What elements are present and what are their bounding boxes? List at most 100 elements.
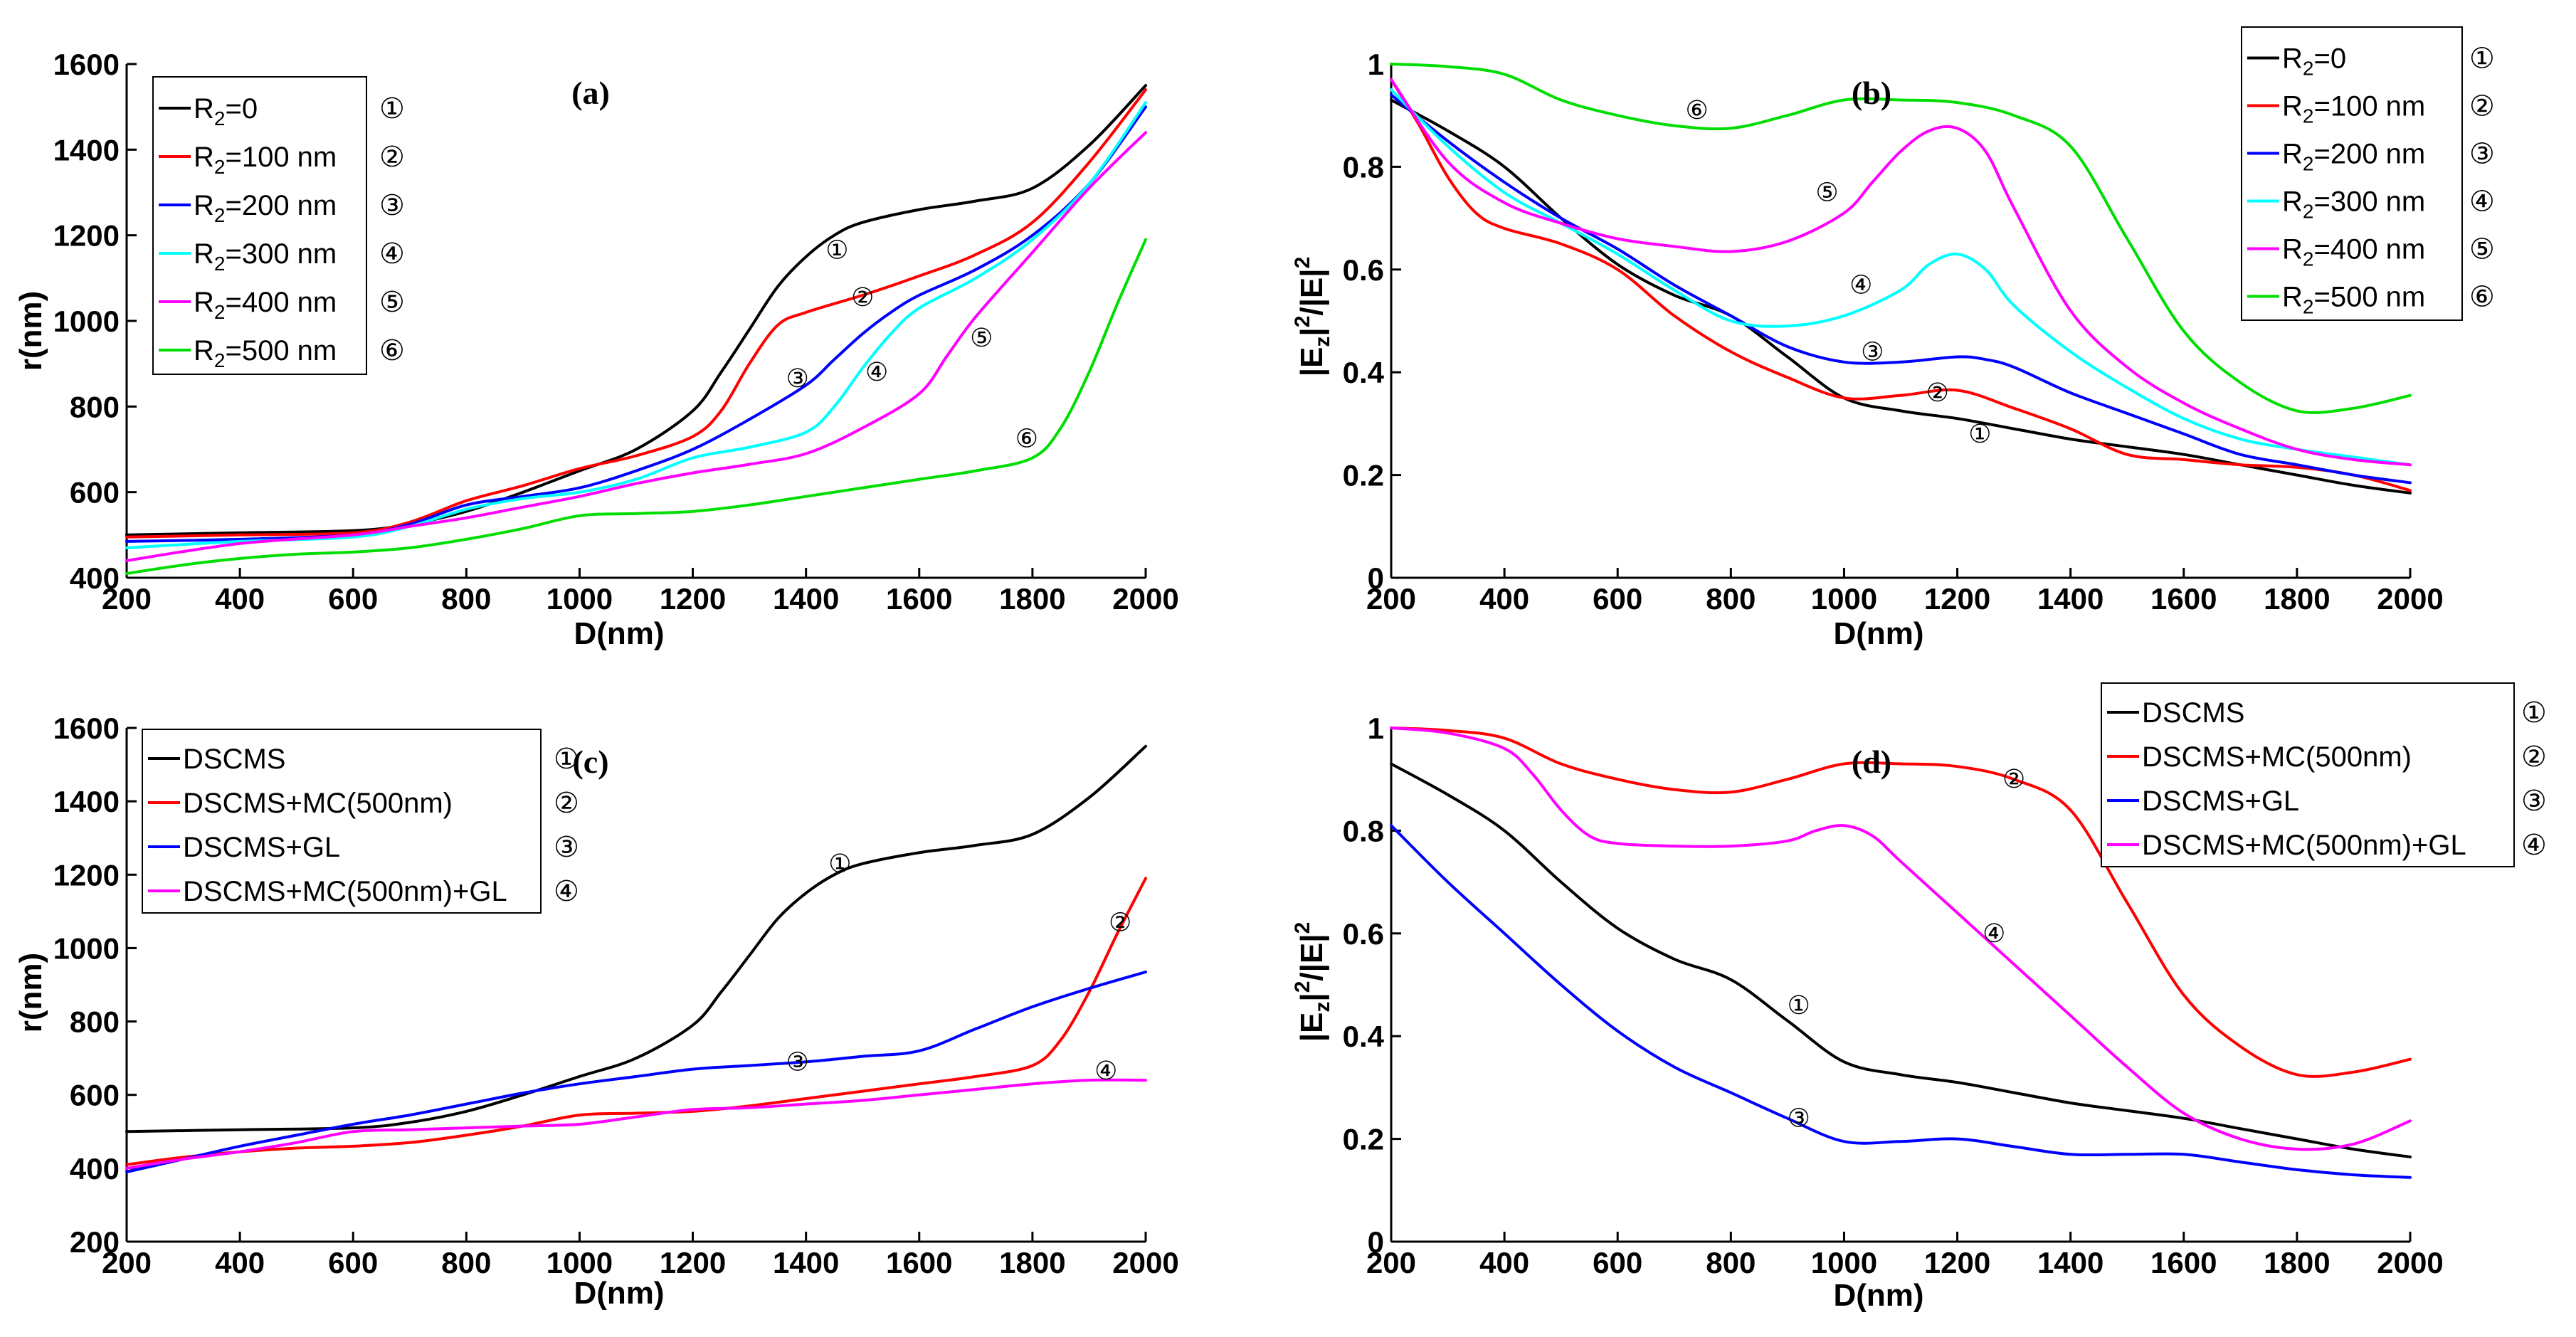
legend-marker-3: ③ <box>554 831 579 864</box>
x-tick-label: 200 <box>1366 1246 1416 1279</box>
panel-c-plot-area: 200 400 600 800 1000 1200 1400 1600 1800 2000 200 4… <box>53 712 1179 1279</box>
series-callout-2: ② <box>1926 379 1949 408</box>
legend-label-4: DSCMS+MC(500nm)+GL <box>2142 830 2466 861</box>
y-tick-label: 0.4 <box>1343 356 1385 389</box>
x-tick-label: 1800 <box>999 1246 1065 1279</box>
x-tick-label: 1600 <box>2150 1246 2217 1279</box>
panel-d: 200 400 600 800 1000 1200 1400 1600 1800 2000 0 0.2… <box>1291 682 2547 1313</box>
legend-label-4: DSCMS+MC(500nm)+GL <box>183 876 507 907</box>
panel-b-plot-area: 200 400 600 800 1000 1200 1400 1600 1800 2000 0 0.2… <box>1343 26 2495 615</box>
legend-label-2: DSCMS+MC(500nm) <box>2142 741 2412 773</box>
x-tick-label: 400 <box>215 582 265 615</box>
panel-a-plot-area: 200 400 600 800 1000 1200 1400 1600 1800 20004006… <box>53 48 1179 615</box>
x-tick-label: 2000 <box>1112 582 1178 615</box>
x-tick-label: 1800 <box>999 582 1065 615</box>
x-tick-label: 800 <box>441 1246 491 1279</box>
y-tick-label: 600 <box>70 476 120 509</box>
legend-marker-1: ① <box>379 93 405 125</box>
y-tick-label: 0.2 <box>1343 459 1384 492</box>
x-tick-label: 1800 <box>2264 582 2330 615</box>
x-tick-label: 1400 <box>773 1246 839 1279</box>
legend-label-1: R2=0 <box>194 93 258 130</box>
series-line-2 <box>125 88 1147 539</box>
y-tick-label: 1000 <box>53 931 120 965</box>
legend-label-2: R2=100 nm <box>2282 91 2425 127</box>
panel-a: 200 400 600 800 1000 1200 1400 1600 1800 20004006… <box>0 0 1288 669</box>
y-tick-label: 1400 <box>53 133 120 167</box>
panel-a-y-axis-label: r(nm) <box>14 291 48 371</box>
x-tick-label: 1000 <box>1811 582 1877 615</box>
series-callout-1: ① <box>825 236 848 265</box>
series-line-3 <box>1390 93 2412 485</box>
legend-label-6: R2=500 nm <box>194 335 337 371</box>
y-tick-label: 400 <box>70 1152 120 1185</box>
legend-label-3: DSCMS+GL <box>183 832 340 863</box>
y-tick-label: 0.2 <box>1343 1123 1384 1156</box>
y-tick-label: 0.6 <box>1343 917 1384 951</box>
panel-d-plot-area: 200 400 600 800 1000 1200 1400 1600 1800 2000 0 0.2… <box>1343 682 2547 1279</box>
panel-a-tag: (a) <box>571 75 610 111</box>
series-callout-4: ④ <box>865 358 888 387</box>
y-tick-label: 1 <box>1368 712 1384 745</box>
series-line-2 <box>1390 726 2412 1078</box>
y-tick-label: 0.6 <box>1343 253 1384 287</box>
y-tick-label: 400 <box>70 561 120 595</box>
series-callout-6: ⑥ <box>1685 96 1708 125</box>
legend-marker-3: ③ <box>2521 785 2547 818</box>
series-line-1 <box>125 744 1147 1133</box>
panel-c-y-axis-label: r(nm) <box>14 953 48 1032</box>
panel-c-tag: (c) <box>572 744 608 780</box>
series-line-4 <box>125 1078 1147 1170</box>
x-tick-label: 800 <box>1706 1246 1756 1279</box>
legend-label-2: DSCMS+MC(500nm) <box>183 788 453 819</box>
panel-a-x-axis-label: D(nm) <box>574 616 664 651</box>
x-tick-label: 200 <box>102 1246 152 1279</box>
y-tick-label: 1200 <box>53 858 120 892</box>
series-callout-2: ② <box>851 283 874 312</box>
series-callout-3: ③ <box>786 1047 809 1077</box>
legend-label-2: R2=100 nm <box>194 142 337 178</box>
legend-box <box>142 729 542 914</box>
series-callout-5: ⑤ <box>1815 179 1838 208</box>
legend-marker-4: ④ <box>2521 829 2547 862</box>
series-callout-3: ③ <box>1861 337 1884 366</box>
x-tick-label: 600 <box>1593 1246 1642 1279</box>
legend-label-4: R2=300 nm <box>194 238 337 275</box>
x-tick-label: 1200 <box>660 582 726 615</box>
legend-box <box>2101 682 2515 867</box>
panel-b: 200 400 600 800 1000 1200 1400 1600 1800 2000 0 0.2… <box>1291 26 2495 651</box>
legend-marker-6: ⑥ <box>379 334 405 367</box>
y-tick-label: 1 <box>1368 48 1384 81</box>
panel-b-y-axis-label: |Ez|2/|E|2 <box>1291 257 1334 377</box>
series-line-4 <box>125 101 1147 549</box>
x-tick-label: 600 <box>1593 582 1642 615</box>
series-callout-6: ⑥ <box>1015 424 1038 453</box>
x-tick-label: 1400 <box>2037 582 2103 615</box>
legend-marker-5: ⑤ <box>2469 233 2495 266</box>
series-callout-4: ④ <box>1983 919 2005 948</box>
series-line-2 <box>125 877 1147 1166</box>
x-tick-label: 2000 <box>1112 1246 1178 1279</box>
x-tick-label: 2000 <box>2377 582 2443 615</box>
series-callout-2: ② <box>1109 908 1131 937</box>
y-tick-label: 1400 <box>53 785 120 818</box>
series-callout-3: ③ <box>786 364 809 393</box>
legend-marker-3: ③ <box>2469 138 2495 171</box>
legend-marker-5: ⑤ <box>379 286 405 319</box>
x-tick-label: 1000 <box>547 582 613 615</box>
series-line-5 <box>125 131 1147 562</box>
legend-marker-4: ④ <box>2469 186 2495 218</box>
legend-box <box>2241 26 2463 321</box>
y-tick-label: 0.8 <box>1343 150 1384 184</box>
x-tick-label: 200 <box>102 582 152 615</box>
legend-marker-1: ① <box>554 743 579 776</box>
series-line-3 <box>125 971 1147 1173</box>
legend-box <box>152 76 367 375</box>
x-tick-label: 200 <box>1366 582 1416 615</box>
x-tick-label: 1000 <box>1811 1246 1877 1279</box>
x-tick-label: 1200 <box>1924 582 1990 615</box>
legend-marker-4: ④ <box>379 238 405 270</box>
y-tick-label: 800 <box>70 1005 120 1039</box>
legend-marker-2: ② <box>2469 90 2495 123</box>
